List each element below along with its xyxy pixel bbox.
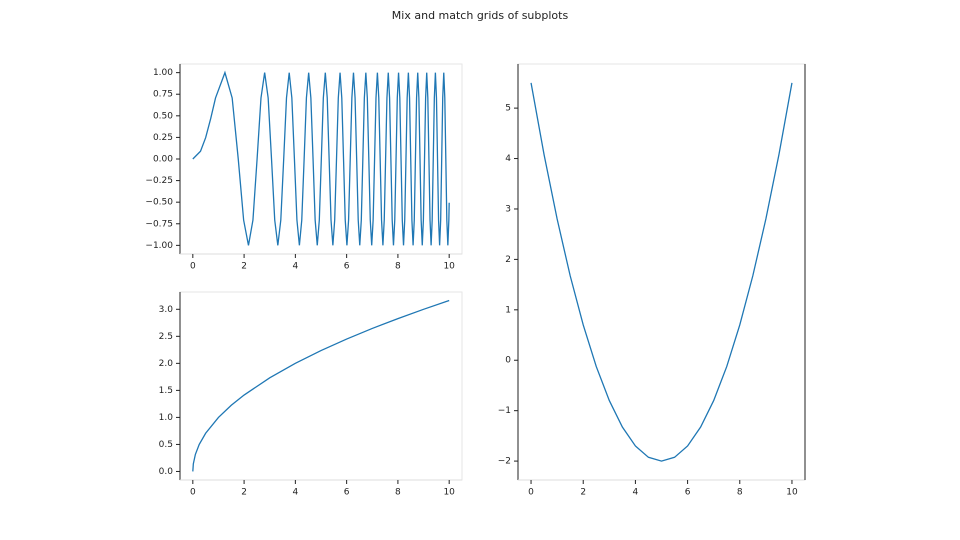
x-tick-label: 10 (443, 488, 455, 498)
y-tick-label: 3.0 (159, 305, 174, 315)
y-tick-label: 0.50 (153, 111, 173, 121)
y-tick-label: 0 (505, 356, 511, 366)
x-tick-label: 2 (241, 262, 247, 272)
x-tick-label: 6 (344, 262, 350, 272)
x-tick-label: 4 (292, 262, 298, 272)
y-tick-label: −0.75 (145, 219, 173, 229)
y-tick-label: 4 (505, 154, 511, 164)
figure-title: Mix and match grids of subplots (392, 9, 569, 22)
data-line (192, 70, 450, 246)
x-tick-label: 0 (528, 488, 534, 498)
y-tick-label: 2 (505, 255, 511, 265)
y-tick-label: 1.0 (159, 413, 174, 423)
axes-frame (517, 63, 806, 481)
y-tick-label: 3 (505, 204, 511, 214)
x-tick-label: 0 (190, 488, 196, 498)
y-tick-label: 0.75 (153, 90, 173, 100)
x-tick-label: 6 (685, 488, 691, 498)
x-tick-label: 10 (786, 488, 798, 498)
x-tick-label: 4 (292, 488, 298, 498)
y-tick-label: −0.25 (145, 176, 173, 186)
x-tick-label: 6 (344, 488, 350, 498)
y-tick-label: 2.0 (159, 359, 174, 369)
x-tick-label: 8 (395, 262, 401, 272)
y-tick-label: −1 (498, 406, 511, 416)
y-tick-label: 1.5 (159, 386, 173, 396)
x-tick-label: 8 (737, 488, 743, 498)
y-tick-label: 2.5 (159, 332, 173, 342)
y-tick-label: −1.00 (145, 241, 173, 251)
data-line (530, 82, 793, 462)
y-tick-label: 1.00 (153, 68, 173, 78)
y-tick-label: 0.25 (153, 133, 173, 143)
x-tick-label: 0 (190, 262, 196, 272)
y-tick-label: 1 (505, 305, 511, 315)
y-tick-label: −0.50 (145, 198, 173, 208)
x-tick-label: 2 (580, 488, 586, 498)
axes-frame (179, 291, 463, 481)
x-tick-label: 8 (395, 488, 401, 498)
y-tick-label: 0.0 (159, 467, 174, 477)
data-line (192, 299, 450, 472)
y-tick-label: 0.5 (159, 440, 173, 450)
y-tick-label: 0.00 (153, 155, 173, 165)
x-tick-label: 10 (443, 262, 455, 272)
x-tick-label: 2 (241, 488, 247, 498)
y-tick-label: −2 (498, 457, 511, 467)
y-tick-label: 5 (505, 104, 511, 114)
x-tick-label: 4 (633, 488, 639, 498)
